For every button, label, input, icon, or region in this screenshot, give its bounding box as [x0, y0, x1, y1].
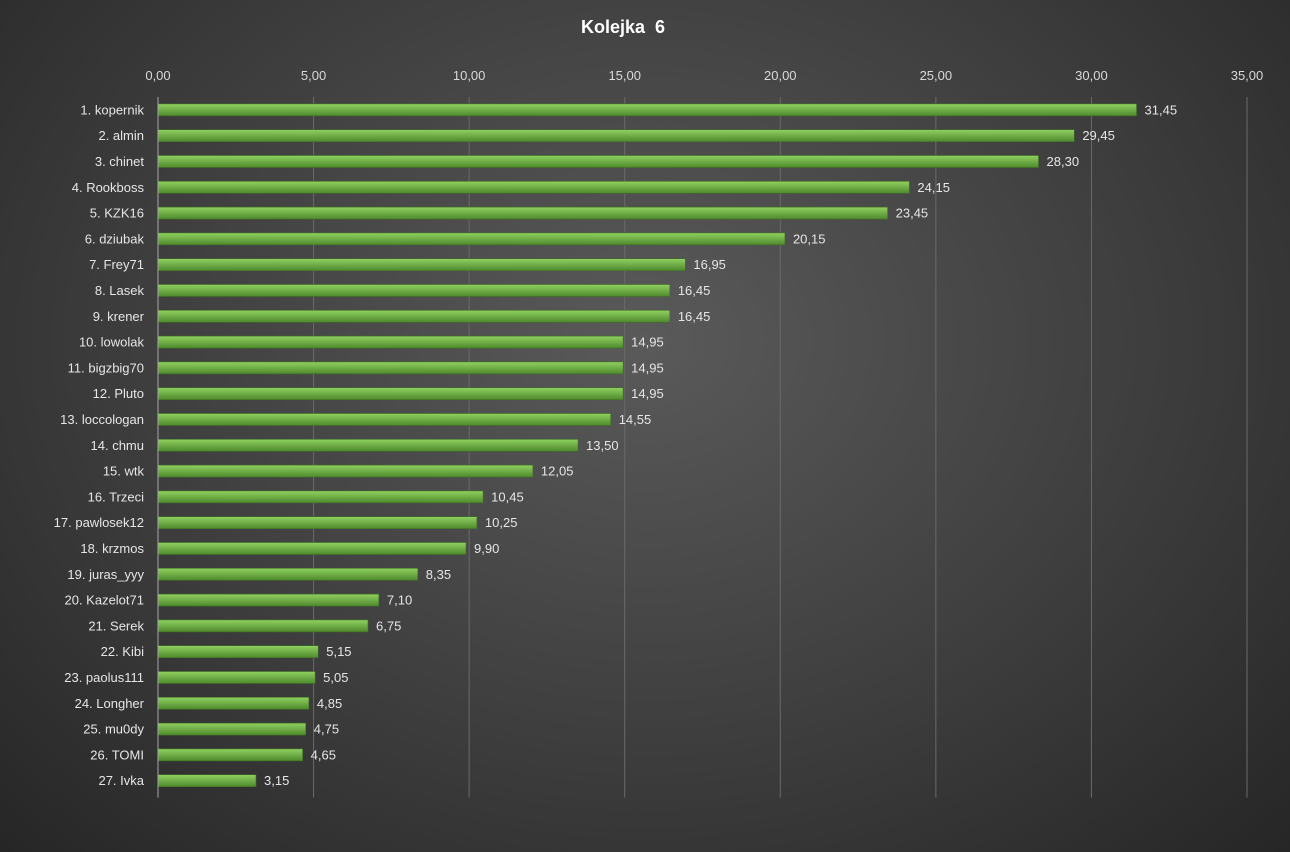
category-label: 24. Longher [75, 696, 145, 711]
x-axis-ticks: 0,00 5,00 10,00 15,00 20,00 25,00 30,00 35,00 [145, 68, 1263, 83]
data-label: 7,10 [387, 593, 412, 608]
x-tick-label: 25,00 [920, 68, 953, 83]
x-tick-label: 20,00 [764, 68, 797, 83]
data-label: 14,95 [631, 360, 664, 375]
bar [157, 593, 380, 607]
bar [157, 464, 534, 478]
x-tick-label: 10,00 [453, 68, 486, 83]
bar [157, 232, 786, 246]
category-label: 17. pawlosek12 [54, 515, 144, 530]
data-label: 4,75 [314, 722, 339, 737]
x-tick-label: 35,00 [1231, 68, 1264, 83]
x-tick-label: 5,00 [301, 68, 326, 83]
data-label: 23,45 [896, 206, 929, 221]
category-label: 5. KZK16 [90, 206, 144, 221]
data-label: 10,25 [485, 515, 518, 530]
data-label: 14,55 [619, 412, 652, 427]
bar [157, 516, 478, 530]
category-label: 9. krener [93, 309, 145, 324]
bar [157, 748, 303, 762]
data-label: 16,45 [678, 309, 711, 324]
category-label: 14. chmu [91, 438, 144, 453]
x-tick-label: 30,00 [1075, 68, 1108, 83]
data-label: 10,45 [491, 489, 524, 504]
bar [157, 387, 624, 401]
bar [157, 696, 310, 710]
category-label: 10. lowolak [79, 335, 145, 350]
data-label: 31,45 [1145, 102, 1178, 117]
bars [157, 103, 1137, 788]
data-label: 4,85 [317, 696, 342, 711]
category-label: 22. Kibi [101, 644, 144, 659]
bar [157, 103, 1137, 117]
category-label: 23. paolus111 [64, 670, 144, 685]
data-label: 29,45 [1082, 128, 1115, 143]
data-label: 5,05 [323, 670, 348, 685]
data-label: 20,15 [793, 231, 826, 246]
bar [157, 542, 467, 555]
category-label: 21. Serek [88, 618, 144, 633]
bar [157, 361, 624, 375]
category-label: 16. Trzeci [88, 489, 144, 504]
bar [157, 129, 1075, 142]
bar [157, 774, 257, 788]
category-label: 6. dziubak [85, 231, 145, 246]
bar [157, 567, 419, 581]
category-label: 20. Kazelot71 [64, 593, 144, 608]
category-label: 1. kopernik [80, 102, 144, 117]
bar [157, 438, 579, 452]
data-label: 24,15 [917, 180, 950, 195]
bar [157, 335, 624, 349]
bar [157, 284, 671, 297]
category-label: 3. chinet [95, 154, 145, 169]
data-label: 28,30 [1047, 154, 1080, 169]
bar [157, 258, 686, 272]
category-label: 19. juras_yyy [67, 567, 144, 582]
data-label: 4,65 [311, 747, 336, 762]
data-label: 14,95 [631, 335, 664, 350]
bar [157, 619, 369, 633]
bar [157, 490, 484, 504]
bar [157, 413, 612, 426]
category-labels: 1. kopernik 2. almin 3. chinet 4. Rookboss 5… [54, 102, 145, 788]
bar [157, 645, 319, 659]
category-label: 11. bigzbig70 [68, 360, 144, 375]
category-label: 4. Rookboss [72, 180, 145, 195]
bar [157, 181, 910, 194]
category-label: 8. Lasek [95, 283, 145, 298]
data-label: 3,15 [264, 773, 289, 788]
x-tick-label: 0,00 [145, 68, 170, 83]
data-label: 16,45 [678, 283, 711, 298]
data-label: 6,75 [376, 618, 401, 633]
category-label: 2. almin [98, 128, 144, 143]
data-label: 8,35 [426, 567, 451, 582]
data-label: 16,95 [693, 257, 726, 272]
data-label: 13,50 [586, 438, 619, 453]
bar [157, 309, 671, 323]
bar [157, 722, 307, 736]
category-label: 13. loccologan [60, 412, 144, 427]
bar [157, 671, 316, 684]
bar [157, 206, 888, 220]
category-label: 12. Pluto [93, 386, 144, 401]
category-label: 26. TOMI [90, 747, 144, 762]
data-label: 14,95 [631, 386, 664, 401]
data-label: 5,15 [326, 644, 351, 659]
category-label: 25. mu0dy [83, 722, 144, 737]
category-label: 27. Ivka [98, 773, 144, 788]
category-label: 18. krzmos [80, 541, 144, 556]
category-label: 7. Frey71 [89, 257, 144, 272]
bar [157, 155, 1039, 168]
category-label: 15. wtk [103, 464, 145, 479]
x-tick-label: 15,00 [608, 68, 641, 83]
data-label: 9,90 [474, 541, 499, 556]
data-label: 12,05 [541, 464, 574, 479]
chart-title: Kolejka 6 [581, 17, 665, 37]
